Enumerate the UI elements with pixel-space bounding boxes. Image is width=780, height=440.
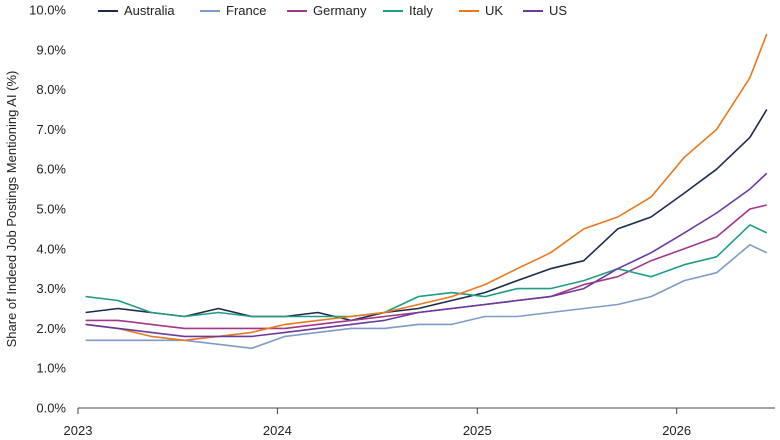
y-tick-label: 0.0%	[36, 401, 66, 416]
series-line-france	[85, 244, 768, 350]
legend-label: US	[549, 3, 568, 18]
legend-item-uk: UK	[459, 3, 503, 18]
y-tick-label: 8.0%	[36, 82, 66, 97]
legend-item-germany: Germany	[287, 3, 366, 18]
y-tick-label: 9.0%	[36, 42, 66, 57]
series-line-italy	[85, 224, 768, 318]
legend-swatch	[523, 9, 543, 12]
legend-item-australia: Australia	[98, 3, 175, 18]
legend-item-us: US	[523, 3, 567, 18]
legend-label: Italy	[409, 3, 433, 18]
legend-label: France	[226, 3, 267, 18]
y-axis-ticks: 0.0% 1.0% 2.0% 3.0% 4.0% 5.0% 6.0% 7.0% 8.0% 9.0%…	[29, 3, 66, 416]
legend-swatch	[98, 9, 118, 12]
legend-swatch	[200, 9, 220, 12]
legend-swatch	[459, 9, 479, 12]
y-tick-label: 1.0%	[36, 361, 66, 376]
x-tick-label: 2026	[662, 423, 691, 438]
series-line-germany	[85, 204, 767, 330]
legend-item-italy: Italy	[383, 3, 433, 18]
y-tick-label: 6.0%	[36, 162, 66, 177]
y-tick-label: 7.0%	[36, 122, 66, 137]
legend-item-france: France	[200, 3, 266, 18]
legend-label: UK	[485, 3, 504, 18]
y-axis-label: Share of Indeed Job Postings Mentioning …	[4, 71, 19, 348]
x-tick-label: 2025	[463, 423, 492, 438]
series-line-australia	[85, 109, 768, 322]
y-tick-label: 4.0%	[36, 241, 66, 256]
series-lines	[85, 33, 768, 350]
y-tick-label: 5.0%	[36, 202, 66, 217]
y-tick-label: 10.0%	[29, 3, 66, 18]
y-tick-label: 2.0%	[36, 321, 66, 336]
series-line-us	[85, 172, 768, 338]
x-axis-ticks: 2023 2024 2025 2026	[64, 408, 691, 438]
legend-swatch	[383, 9, 403, 12]
x-tick-label: 2024	[263, 423, 292, 438]
legend-label: Australia	[124, 3, 175, 18]
x-tick-label: 2023	[64, 423, 93, 438]
y-tick-label: 3.0%	[36, 281, 66, 296]
legend-label: Germany	[313, 3, 367, 18]
series-line-uk	[85, 33, 768, 342]
legend-swatch	[287, 9, 307, 12]
